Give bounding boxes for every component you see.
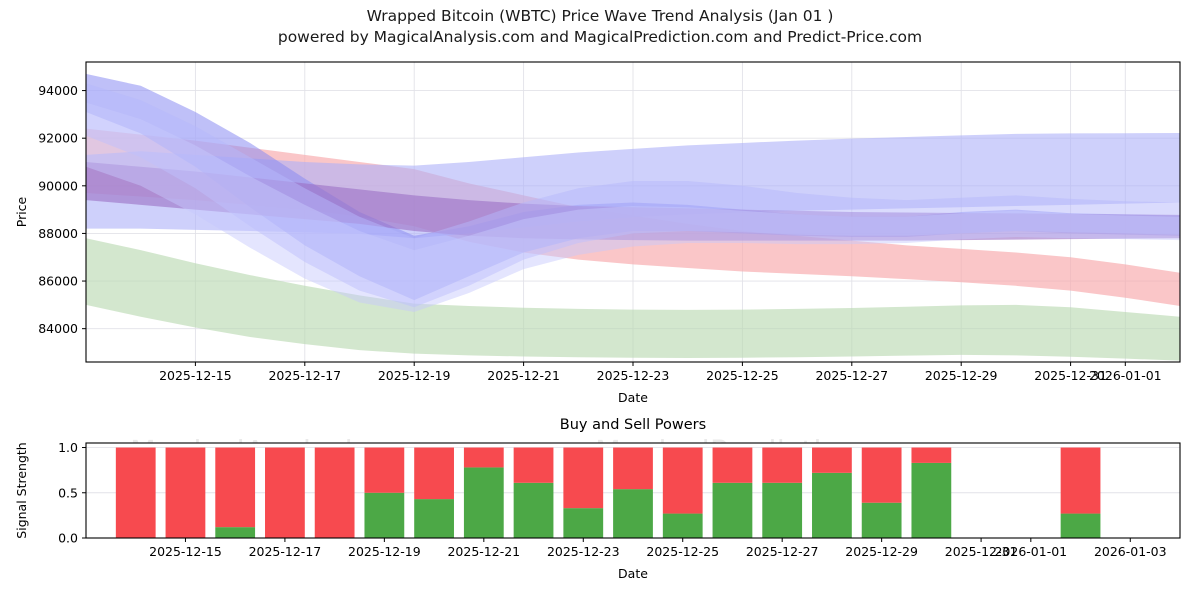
bar-sell-power xyxy=(662,447,703,514)
y-tick-label: 0.0 xyxy=(58,531,78,546)
bar-sell-power xyxy=(712,447,753,483)
x-tick-label: 2025-12-19 xyxy=(378,368,451,383)
bar-sell-power xyxy=(265,447,305,538)
y-axis-title: Price xyxy=(14,196,29,227)
bar-sell-power xyxy=(613,447,653,490)
wave-bands-group xyxy=(86,73,1180,361)
bar-sell-power xyxy=(911,447,952,463)
x-axis-title: Date xyxy=(618,566,648,581)
bar-sell-power xyxy=(513,447,554,483)
bar-buy-power xyxy=(762,482,803,538)
bar-buy-power xyxy=(463,467,504,538)
bar-sell-power xyxy=(1060,447,1101,514)
bar-sell-power xyxy=(364,447,405,493)
green-support-band xyxy=(86,238,1180,361)
bars-group xyxy=(115,447,1101,538)
bar-buy-power xyxy=(513,482,554,538)
bar-buy-power xyxy=(812,472,852,538)
price-wave-axes: 84000 86000 88000 90000 92000 94000 2025-12-15… xyxy=(14,61,1181,405)
x-tick-label: 2025-12-15 xyxy=(159,368,232,383)
x-tick-label: 2025-12-15 xyxy=(149,544,222,559)
y-tick-label: 88000 xyxy=(38,226,78,241)
x-tick-label: 2025-12-17 xyxy=(249,544,322,559)
x-tick-label: 2026-01-03 xyxy=(1094,544,1167,559)
bar-buy-power xyxy=(563,508,604,538)
x-tick-label: 2026-01-01 xyxy=(1089,368,1162,383)
bar-buy-power xyxy=(1060,513,1101,538)
x-tick-label: 2025-12-21 xyxy=(487,368,560,383)
bar-buy-power xyxy=(662,513,703,538)
bar-sell-power xyxy=(463,447,504,468)
y-tick-label: 90000 xyxy=(38,178,78,193)
bar-buy-power xyxy=(215,527,256,538)
x-tick-label: 2025-12-21 xyxy=(447,544,520,559)
bar-buy-power xyxy=(613,489,653,538)
x-tick-label: 2025-12-27 xyxy=(815,368,888,383)
title-block: Wrapped Bitcoin (WBTC) Price Wave Trend … xyxy=(0,6,1200,48)
y-tick-label: 92000 xyxy=(38,131,78,146)
plot-frame xyxy=(85,442,1181,539)
blue-wave-fan-lower xyxy=(86,102,1180,312)
bar-buy-power xyxy=(414,499,454,538)
y-tick-label: 86000 xyxy=(38,274,78,289)
x-tick-label: 2025-12-27 xyxy=(746,544,819,559)
blue-wave-fan-upper xyxy=(86,83,1180,308)
bar-sell-power xyxy=(762,447,803,483)
bar-sell-power xyxy=(115,447,156,538)
y-axis-title: Signal Strength xyxy=(14,442,29,538)
y-tick-label: 94000 xyxy=(38,83,78,98)
buy-sell-powers-axes: Buy and Sell Powers 0.0 0.5 1.0 2025-12-15 20… xyxy=(14,417,1181,581)
bar-buy-power xyxy=(861,502,902,538)
bar-sell-power xyxy=(861,447,902,503)
x-tick-label: 2025-12-29 xyxy=(845,544,918,559)
bar-sell-power xyxy=(563,447,604,509)
plot-frame xyxy=(85,61,1181,363)
bar-buy-power xyxy=(712,482,753,538)
bar-buy-power xyxy=(911,462,952,538)
x-tick-label: 2025-12-23 xyxy=(597,368,670,383)
x-tick-label: 2025-12-31 xyxy=(945,544,1018,559)
x-tick-label: 2025-12-25 xyxy=(646,544,719,559)
x-tick-label: 2025-12-25 xyxy=(706,368,779,383)
x-tick-label: 2025-12-31 xyxy=(1034,368,1107,383)
bar-sell-power xyxy=(215,447,256,528)
bar-buy-power xyxy=(364,492,405,538)
y-tick-label: 1.0 xyxy=(58,440,78,455)
x-tick-label: 2025-12-19 xyxy=(348,544,421,559)
x-axis-title: Date xyxy=(618,390,648,405)
y-tick-label: 84000 xyxy=(38,321,78,336)
bar-sell-power xyxy=(414,447,454,500)
x-tick-label: 2025-12-23 xyxy=(547,544,620,559)
bar-sell-power xyxy=(314,447,355,538)
chart-title-line-1: Wrapped Bitcoin (WBTC) Price Wave Trend … xyxy=(366,7,834,25)
bar-sell-power xyxy=(165,447,206,538)
subplot-title: Buy and Sell Powers xyxy=(560,417,706,433)
x-tick-label: 2025-12-29 xyxy=(925,368,998,383)
y-tick-label: 0.5 xyxy=(58,485,78,500)
bar-sell-power xyxy=(812,447,852,473)
chart-title-line-2: powered by MagicalAnalysis.com and Magic… xyxy=(277,28,923,46)
x-tick-label: 2025-12-17 xyxy=(268,368,341,383)
x-tick-label: 2026-01-01 xyxy=(994,544,1067,559)
